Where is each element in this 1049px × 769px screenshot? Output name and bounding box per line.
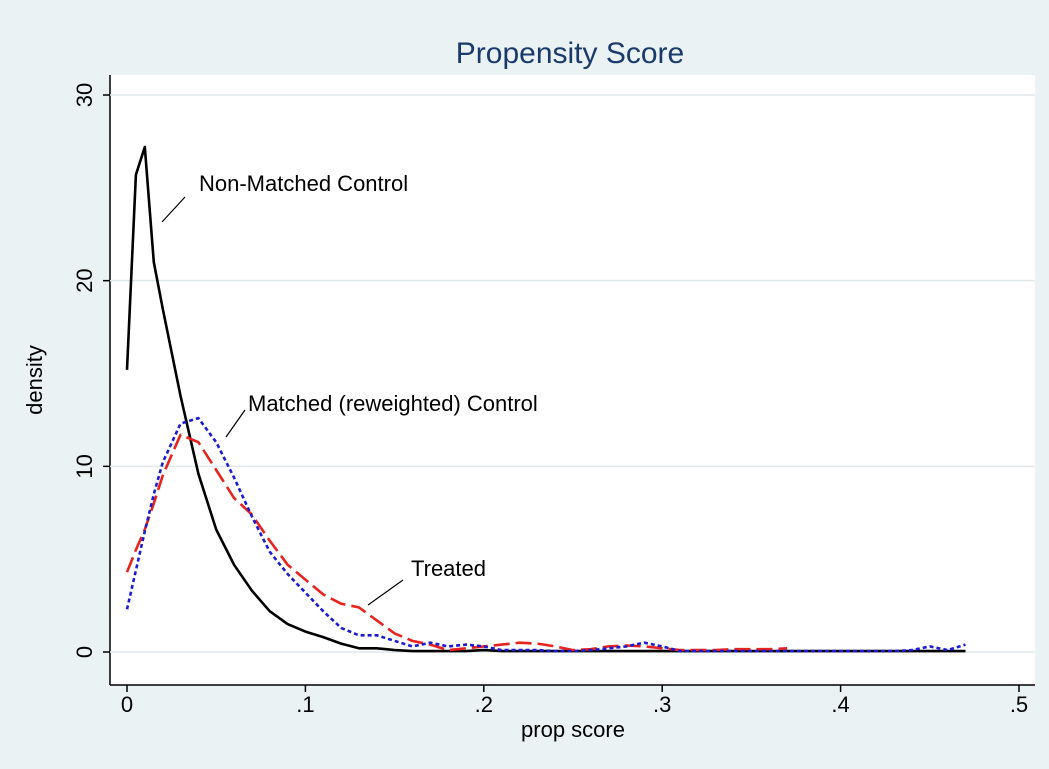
annotation-pointer [225, 409, 246, 438]
annotation-pointer [367, 579, 404, 606]
y-tick-label: 20 [72, 268, 97, 292]
y-axis-label: density [22, 345, 47, 415]
x-tick-label: .5 [1010, 692, 1028, 717]
x-tick-label: 0 [121, 692, 133, 717]
x-tick-label: .2 [475, 692, 493, 717]
annotation: Non-Matched Control [199, 171, 408, 196]
series-line [125, 416, 966, 653]
x-tick-label: .1 [296, 692, 314, 717]
plot-area [110, 75, 1035, 685]
y-tick-label: 30 [72, 83, 97, 107]
x-axis-label: prop score [521, 717, 625, 742]
y-tick-label: 10 [72, 454, 97, 478]
series-line [125, 433, 788, 652]
annotation-pointer [161, 196, 186, 223]
annotation: Treated [411, 556, 486, 581]
chart-title: Propensity Score [456, 37, 684, 70]
y-tick-label: 0 [72, 646, 97, 658]
x-tick-label: .4 [831, 692, 849, 717]
annotation: Matched (reweighted) Control [248, 391, 538, 416]
x-tick-label: .3 [653, 692, 671, 717]
